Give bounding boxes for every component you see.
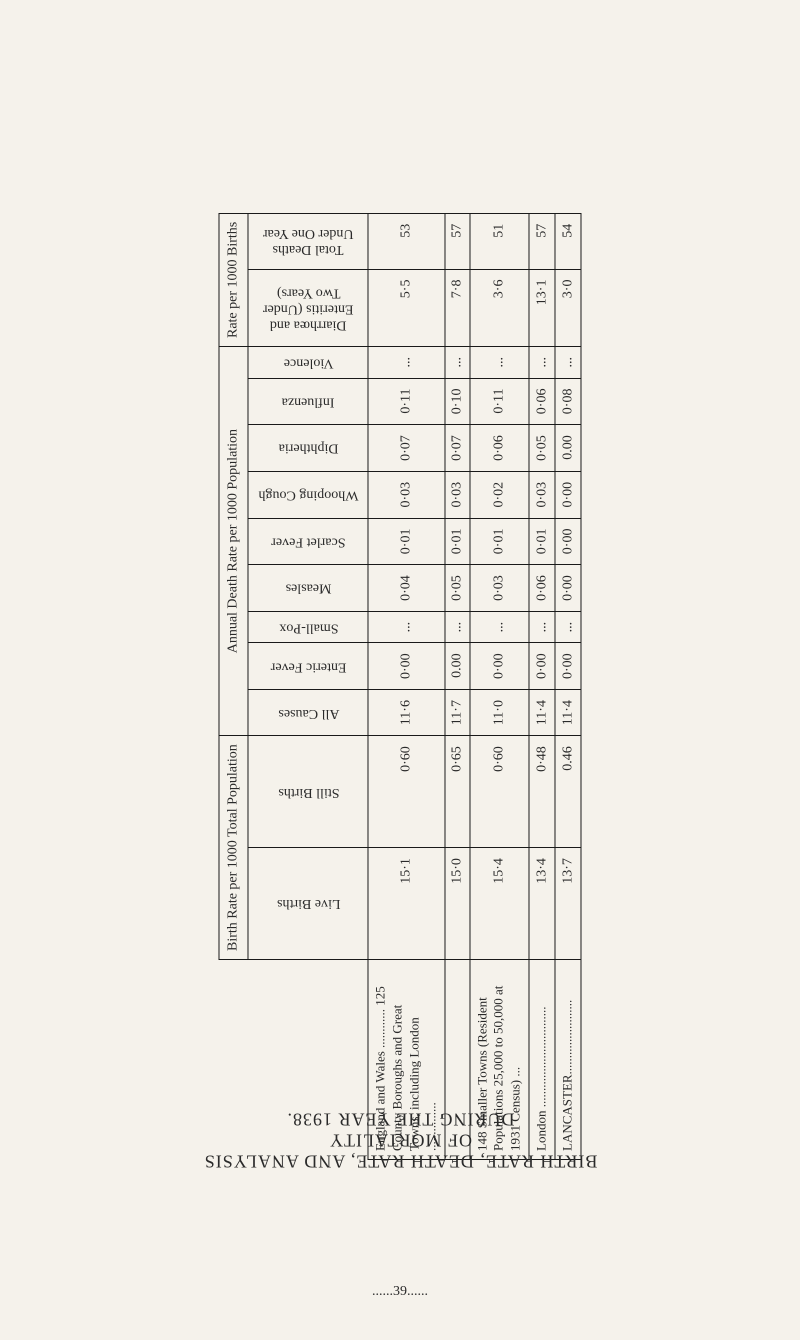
cell: 11·4 bbox=[529, 690, 555, 736]
cell: 51 bbox=[470, 213, 530, 269]
cell: ... bbox=[555, 611, 581, 643]
cell: 0.00 bbox=[555, 425, 581, 472]
cell: 13·7 bbox=[555, 848, 581, 960]
cell: 0·65 bbox=[445, 736, 470, 848]
cell: 11·6 bbox=[368, 690, 445, 736]
cell: 0·00 bbox=[555, 471, 581, 518]
cell: 0·10 bbox=[445, 378, 470, 425]
cell: 0·07 bbox=[368, 425, 445, 472]
cell: 0.00 bbox=[445, 643, 470, 690]
group-birth-rate: Birth Rate per 1000 Total Population bbox=[219, 736, 248, 960]
cell: 0·01 bbox=[470, 518, 530, 565]
cell: ... bbox=[470, 611, 530, 643]
page-number: ......39...... bbox=[372, 1284, 428, 1300]
col-measles: Measles bbox=[248, 565, 368, 612]
cell: 0·02 bbox=[470, 471, 530, 518]
cell: 0·05 bbox=[529, 425, 555, 472]
cell: 57 bbox=[529, 213, 555, 269]
cell: ... bbox=[555, 347, 581, 379]
cell: 0·00 bbox=[555, 643, 581, 690]
cell: ... bbox=[529, 611, 555, 643]
cell: 0·00 bbox=[555, 565, 581, 612]
cell: 11·4 bbox=[555, 690, 581, 736]
title-line-2: DURING THE YEAR 1938. bbox=[200, 1109, 600, 1130]
cell: 0·48 bbox=[529, 736, 555, 848]
col-scarlet: Scarlet Fever bbox=[248, 518, 368, 565]
cell: 0.46 bbox=[555, 736, 581, 848]
cell: 0·00 bbox=[529, 643, 555, 690]
cell: 57 bbox=[445, 213, 470, 269]
cell: ... bbox=[470, 347, 530, 379]
title-block: BIRTH RATE, DEATH RATE, AND ANALYSIS OF … bbox=[200, 1109, 600, 1172]
cell: 15·1 bbox=[368, 848, 445, 960]
cell: ... bbox=[445, 611, 470, 643]
cell: ... bbox=[445, 347, 470, 379]
cell: 0·60 bbox=[470, 736, 530, 848]
cell: 54 bbox=[555, 213, 581, 269]
cell: 0·06 bbox=[470, 425, 530, 472]
table-row: England and Wales ............ 125 Count… bbox=[368, 213, 445, 1159]
table-row: LANCASTER....................... 13·7 0.… bbox=[555, 213, 581, 1159]
table-row: 148 Smaller Towns (Resident Populations … bbox=[470, 213, 530, 1159]
cell: 3·0 bbox=[555, 269, 581, 347]
col-all-causes: All Causes bbox=[248, 690, 368, 736]
cell: 0·11 bbox=[368, 378, 445, 425]
table-body: England and Wales ............ 125 Count… bbox=[368, 213, 581, 1159]
cell: 0·06 bbox=[529, 378, 555, 425]
cell: 13·1 bbox=[529, 269, 555, 347]
col-whooping: Whooping Cough bbox=[248, 471, 368, 518]
col-smallpox: Small-Pox bbox=[248, 611, 368, 643]
mortality-table: Birth Rate per 1000 Total Population Ann… bbox=[218, 213, 581, 1160]
group-rate-per-births: Rate per 1000 Births bbox=[219, 213, 248, 346]
cell: 13·4 bbox=[529, 848, 555, 960]
cell: 0·01 bbox=[368, 518, 445, 565]
cell: 7·8 bbox=[445, 269, 470, 347]
cell: 0·03 bbox=[445, 471, 470, 518]
cell: 0·08 bbox=[555, 378, 581, 425]
cell: 0·03 bbox=[529, 471, 555, 518]
col-influenza: Influenza bbox=[248, 378, 368, 425]
col-total-deaths: Total Deaths Under One Year bbox=[248, 213, 368, 269]
table-row: London ............................... 1… bbox=[529, 213, 555, 1159]
cell: 0·03 bbox=[368, 471, 445, 518]
cell: ... bbox=[368, 347, 445, 379]
title-line-1: BIRTH RATE, DEATH RATE, AND ANALYSIS OF … bbox=[200, 1130, 600, 1172]
col-enteric: Enteric Fever bbox=[248, 643, 368, 690]
cell: 3·6 bbox=[470, 269, 530, 347]
table-row: 15·0 0·65 11·7 0.00 ... 0·05 0·01 0·03 0… bbox=[445, 213, 470, 1159]
cell: ... bbox=[529, 347, 555, 379]
cell: 0·01 bbox=[445, 518, 470, 565]
cell: 0·00 bbox=[368, 643, 445, 690]
cell: 0·04 bbox=[368, 565, 445, 612]
table-container: BIRTH RATE, DEATH RATE, AND ANALYSIS OF … bbox=[218, 120, 581, 1220]
cell: 0·00 bbox=[555, 518, 581, 565]
cell: 0·01 bbox=[529, 518, 555, 565]
cell: 11·0 bbox=[470, 690, 530, 736]
cell: 11·7 bbox=[445, 690, 470, 736]
cell: 53 bbox=[368, 213, 445, 269]
group-annual-death: Annual Death Rate per 1000 Population bbox=[219, 347, 248, 736]
col-violence: Violence bbox=[248, 347, 368, 379]
cell: 15·0 bbox=[445, 848, 470, 960]
cell: 15·4 bbox=[470, 848, 530, 960]
col-still-births: Still Births bbox=[248, 736, 368, 848]
cell: 0·11 bbox=[470, 378, 530, 425]
col-diarrhoea: Diarrhœa and Enteritis (Under Two Years) bbox=[248, 269, 368, 347]
cell: 0·60 bbox=[368, 736, 445, 848]
cell: 0·03 bbox=[470, 565, 530, 612]
cell: 0·06 bbox=[529, 565, 555, 612]
cell: 0·07 bbox=[445, 425, 470, 472]
cell: 5·5 bbox=[368, 269, 445, 347]
cell: 0·05 bbox=[445, 565, 470, 612]
cell: 0·00 bbox=[470, 643, 530, 690]
cell: ... bbox=[368, 611, 445, 643]
col-diphtheria: Diphtheria bbox=[248, 425, 368, 472]
col-live-births: Live Births bbox=[248, 848, 368, 960]
